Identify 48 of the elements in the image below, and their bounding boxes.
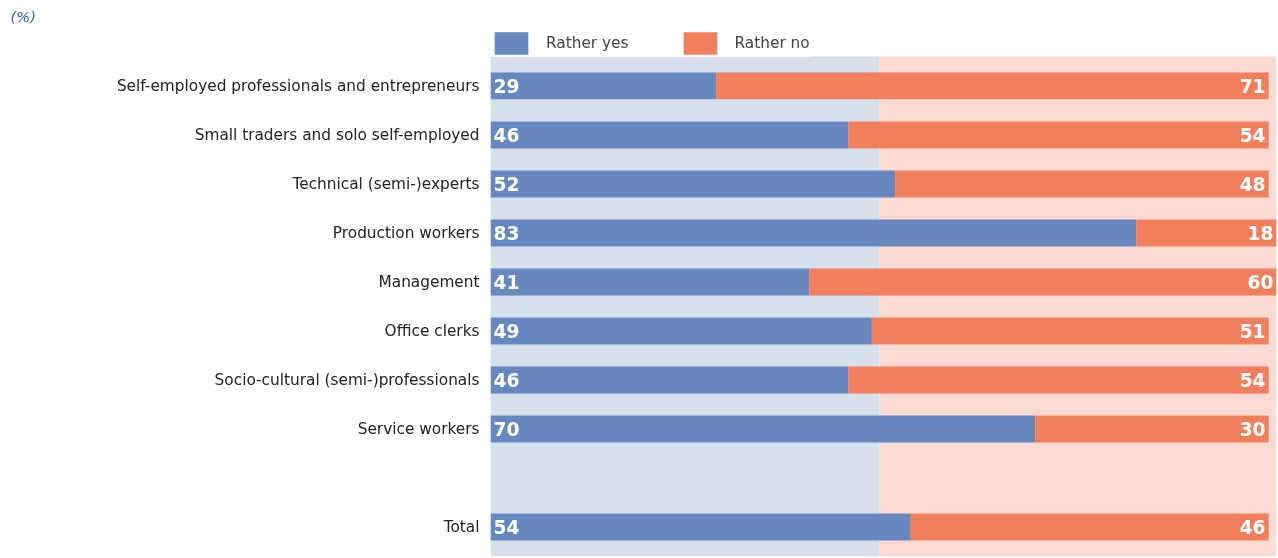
data-label: 49 (493, 320, 520, 342)
y-tick-label: Technical (semi-)experts (291, 174, 480, 193)
bar (871, 317, 1269, 345)
y-tick-label: Small traders and solo self-employed (194, 125, 480, 144)
y-tick-label: Office clerks (384, 321, 480, 340)
y-tick-label: Self-employed professionals and entrepreneurs (116, 76, 480, 95)
data-label: 46 (493, 124, 520, 146)
bar (490, 366, 849, 394)
data-label: 29 (493, 75, 520, 97)
data-label: 60 (1247, 271, 1274, 293)
bar (848, 366, 1269, 394)
y-tick-label: Service workers (357, 420, 480, 439)
data-label: 41 (493, 271, 520, 293)
y-tick-label: Management (378, 272, 480, 291)
data-label: 70 (493, 419, 520, 441)
bar (895, 170, 1269, 198)
bar (809, 268, 1277, 296)
bar (490, 268, 810, 296)
data-label: 30 (1239, 419, 1266, 441)
data-label: 51 (1239, 320, 1266, 342)
bar (490, 317, 872, 345)
bar (910, 513, 1269, 541)
bar (490, 219, 1137, 247)
legend-label: Rather yes (546, 34, 629, 52)
data-label: 52 (493, 173, 520, 195)
data-label: 48 (1239, 173, 1266, 195)
text: (%) (10, 7, 36, 25)
bar (490, 415, 1036, 443)
data-label: 83 (493, 222, 520, 244)
legend-label: Rather no (734, 34, 810, 52)
data-label: 54 (1239, 124, 1266, 146)
bar (1035, 415, 1269, 443)
bar (490, 121, 849, 149)
bar (490, 170, 896, 198)
y-tick-label: Socio-cultural (semi-)professionals (214, 371, 480, 390)
data-label: 71 (1239, 75, 1266, 97)
bar (490, 513, 911, 541)
data-label: 54 (493, 517, 520, 539)
data-label: 54 (1239, 370, 1266, 392)
bar (716, 72, 1269, 100)
data-label: 18 (1247, 222, 1274, 244)
y-tick-label: Production workers (332, 223, 480, 242)
bar (490, 72, 717, 100)
data-label: 46 (493, 370, 520, 392)
y-tick-label: Total (442, 518, 480, 537)
data-label: 46 (1239, 517, 1266, 539)
bar (848, 121, 1269, 149)
bar (1136, 219, 1277, 247)
